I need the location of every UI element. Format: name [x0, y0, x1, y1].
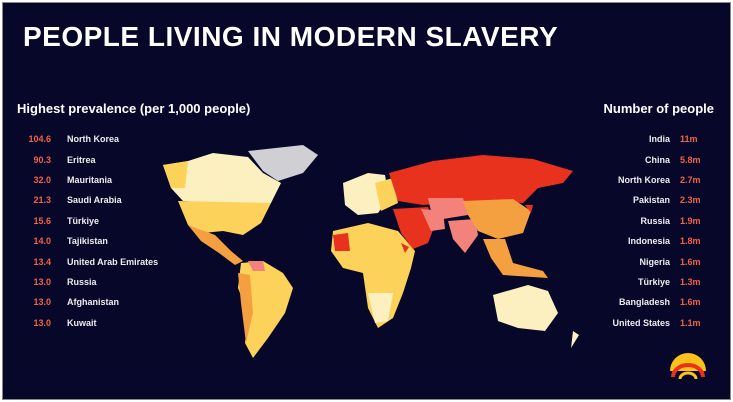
- world-map: [163, 145, 579, 358]
- prevalence-value: 90.3: [33, 154, 51, 165]
- people-count: 11m: [680, 134, 698, 145]
- region-india: [448, 219, 478, 253]
- number-row: India 11m: [612, 129, 710, 149]
- region-new-zealand: [571, 331, 579, 348]
- country-name: Nigeria: [639, 256, 670, 267]
- country-name: Mauritania: [67, 174, 113, 185]
- country-name: Afghanistan: [67, 297, 120, 308]
- region-middle-east: [393, 207, 435, 249]
- number-row: Indonesia 1.8m: [612, 231, 710, 251]
- people-count: 5.8m: [680, 154, 701, 165]
- region-venezuela: [248, 261, 265, 271]
- number-row: China 5.8m: [612, 149, 710, 169]
- people-count: 1.6m: [680, 297, 701, 308]
- region-mexico: [188, 225, 243, 265]
- prevalence-value: 21.3: [33, 195, 51, 206]
- prevalence-value: 104.6: [28, 134, 51, 145]
- people-count: 1.1m: [680, 317, 701, 328]
- prevalence-value: 13.0: [33, 297, 51, 308]
- prevalence-value: 13.4: [33, 256, 51, 267]
- region-southeast-asia: [483, 239, 548, 278]
- region-southern-africa: [368, 293, 393, 323]
- country-name: Türkiye: [67, 215, 100, 226]
- prevalence-row: 32.0 Mauritania: [13, 170, 158, 190]
- number-row: United States 1.1m: [612, 313, 710, 333]
- region-andes: [238, 273, 253, 343]
- region-canada: [163, 153, 281, 205]
- country-name: Russia: [640, 215, 670, 226]
- prevalence-value: 15.6: [33, 215, 51, 226]
- country-name: China: [644, 154, 670, 165]
- region-russia: [389, 155, 573, 205]
- country-name: Türkiye: [637, 276, 670, 287]
- number-row: North Korea 2.7m: [612, 170, 710, 190]
- prevalence-row: 13.4 United Arab Emirates: [13, 251, 158, 271]
- country-name: India: [648, 134, 670, 145]
- country-name: United States: [612, 317, 670, 328]
- region-china: [463, 199, 531, 239]
- prevalence-value: 14.0: [33, 236, 51, 247]
- country-name: North Korea: [67, 134, 120, 145]
- people-count: 2.7m: [680, 174, 701, 185]
- region-eastern-europe: [375, 178, 398, 211]
- region-greenland: [248, 145, 318, 181]
- number-row: Pakistan 2.3m: [612, 190, 710, 210]
- region-mauritania: [333, 233, 350, 251]
- page-title: PEOPLE LIVING IN MODERN SLAVERY: [23, 21, 559, 52]
- country-name: Bangladesh: [618, 297, 670, 308]
- number-list: India 11m China 5.8m North Korea 2.7m Pakistan…: [612, 129, 710, 333]
- prevalence-value: 13.0: [33, 317, 51, 328]
- prevalence-row: 13.0 Afghanistan: [13, 292, 158, 312]
- region-south-america: [238, 261, 293, 358]
- prevalence-heading: Highest prevalence (per 1,000 people): [17, 101, 251, 116]
- prevalence-row: 15.6 Türkiye: [13, 211, 158, 231]
- prevalence-value: 32.0: [33, 174, 51, 185]
- number-row: Russia 1.9m: [612, 211, 710, 231]
- region-africa: [331, 223, 415, 328]
- people-count: 1.3m: [680, 276, 701, 287]
- prevalence-row: 90.3 Eritrea: [13, 149, 158, 169]
- number-row: Türkiye 1.3m: [612, 272, 710, 292]
- region-central-asia: [428, 198, 468, 219]
- people-count: 1.8m: [680, 236, 701, 247]
- region-australia: [493, 285, 558, 331]
- people-count: 2.3m: [680, 195, 701, 206]
- country-name: Tajikistan: [67, 236, 108, 247]
- prevalence-row: 14.0 Tajikistan: [13, 231, 158, 251]
- prevalence-list: 104.6 North Korea 90.3 Eritrea 32.0 Mauritani…: [13, 129, 158, 333]
- prevalence-row: 21.3 Saudi Arabia: [13, 190, 158, 210]
- country-name: Russia: [67, 276, 97, 287]
- logo-icon: [670, 353, 706, 380]
- country-name: Kuwait: [67, 317, 97, 328]
- country-name: Eritrea: [67, 154, 96, 165]
- prevalence-row: 104.6 North Korea: [13, 129, 158, 149]
- number-row: Nigeria 1.6m: [612, 251, 710, 271]
- prevalence-row: 13.0 Kuwait: [13, 313, 158, 333]
- people-count: 1.6m: [680, 256, 701, 267]
- country-name: Indonesia: [627, 236, 670, 247]
- number-heading: Number of people: [603, 101, 714, 116]
- country-name: United Arab Emirates: [67, 256, 159, 267]
- number-row: Bangladesh 1.6m: [612, 292, 710, 312]
- region-north-korea: [525, 205, 533, 213]
- country-name: Pakistan: [632, 195, 670, 206]
- country-name: Saudi Arabia: [67, 195, 122, 206]
- prevalence-value: 13.0: [33, 276, 51, 287]
- region-usa: [178, 201, 271, 235]
- country-name: North Korea: [617, 174, 670, 185]
- prevalence-row: 13.0 Russia: [13, 272, 158, 292]
- people-count: 1.9m: [680, 215, 701, 226]
- region-eritrea: [401, 243, 409, 253]
- region-alaska: [163, 161, 188, 188]
